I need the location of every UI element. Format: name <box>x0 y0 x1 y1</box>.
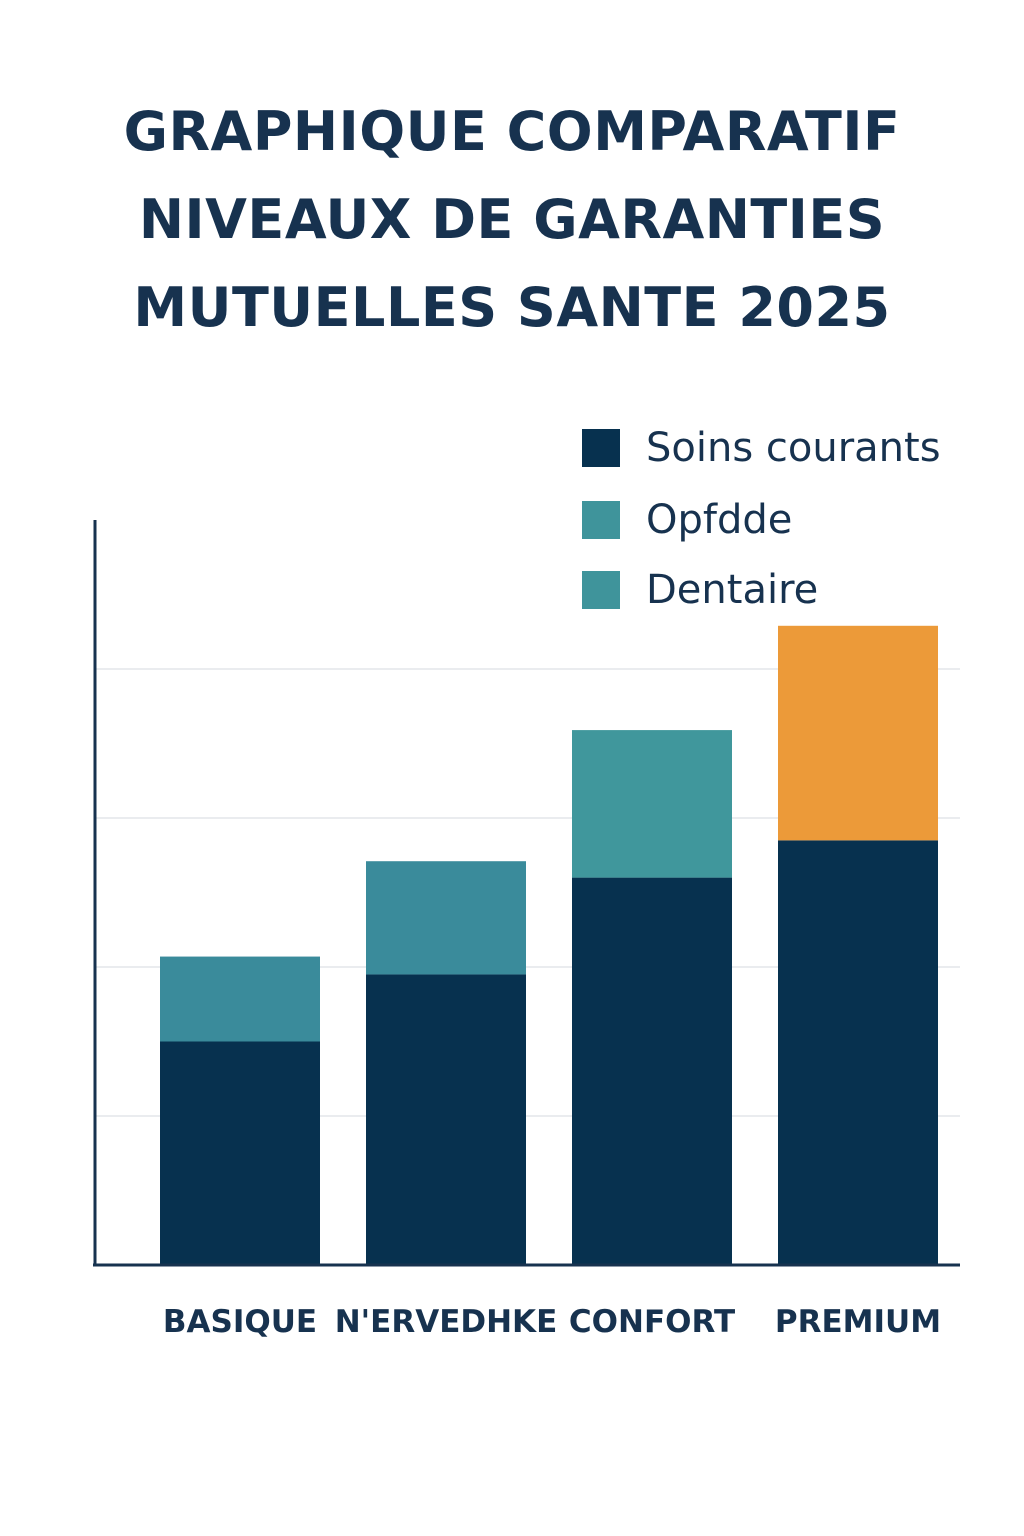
bar-n-ervedhke-segment-1 <box>366 974 526 1265</box>
legend-label-dentaire: Dentaire <box>646 567 819 613</box>
chart-title: GRAPHIQUE COMPARATIF NIVEAUX DE GARANTIE… <box>0 88 1024 352</box>
bar-premium-segment-2 <box>778 625 938 841</box>
bar-confort-segment-1 <box>572 877 732 1265</box>
title-line-1: GRAPHIQUE COMPARATIF <box>123 100 901 163</box>
x-tick-label-4: PREMIUM <box>775 1304 941 1340</box>
x-tick-labels: BASIQUE N'ERVEDHKE CONFORT PREMIUM <box>163 1304 941 1340</box>
title-line-2: NIVEAUX DE GARANTIES <box>138 188 886 251</box>
legend-swatch-opfdde <box>582 501 620 539</box>
bar-premium-segment-1 <box>778 840 938 1265</box>
bars <box>160 625 938 1265</box>
legend-swatch-dentaire <box>582 571 620 609</box>
legend-item-opfdde: Opfdde <box>582 498 792 542</box>
legend-label-opfdde: Opfdde <box>646 497 793 543</box>
bar-basique-segment-1 <box>160 1041 320 1265</box>
x-tick-label-3: CONFORT <box>569 1304 735 1340</box>
legend-swatch-soins-courants <box>582 429 620 467</box>
x-tick-label-2: N'ERVEDHKE <box>335 1304 558 1340</box>
bar-confort-segment-2 <box>572 730 732 878</box>
bar-n-ervedhke-segment-2 <box>366 861 526 975</box>
title-line-3: MUTUELLES SANTE 2025 <box>133 276 891 339</box>
bar-basique-segment-2 <box>160 956 320 1042</box>
legend-label-soins-courants: Soins courants <box>646 425 941 471</box>
legend-item-soins-courants: Soins courants <box>582 426 941 470</box>
x-tick-label-1: BASIQUE <box>163 1304 317 1340</box>
axes <box>93 520 960 1267</box>
legend-item-dentaire: Dentaire <box>582 568 818 612</box>
